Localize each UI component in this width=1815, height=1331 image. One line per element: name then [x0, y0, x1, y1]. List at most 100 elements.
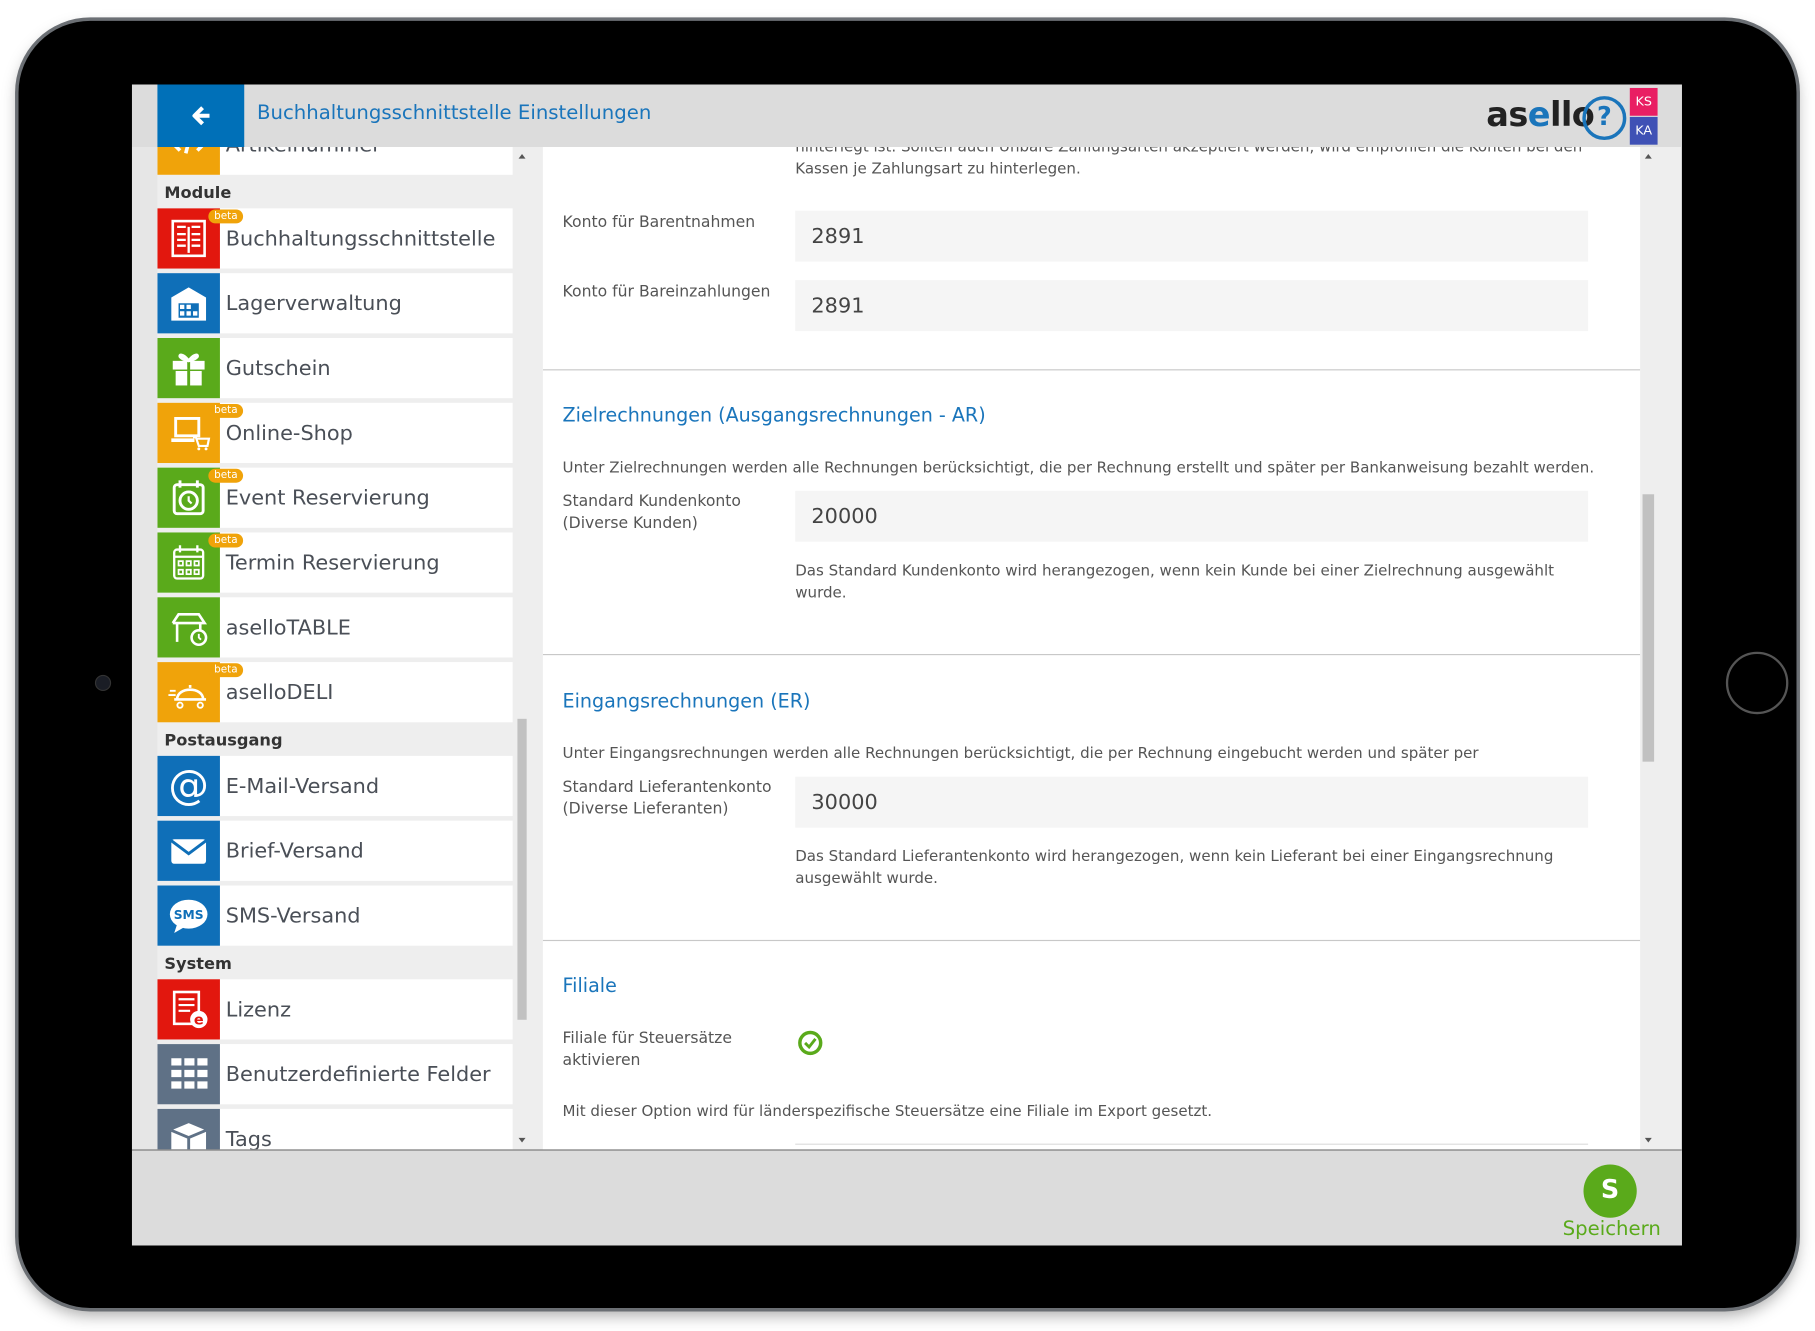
sidebar-item-lagerverwaltung[interactable]: Lagerverwaltung — [157, 273, 513, 334]
app-screen: Buchhaltungsschnittstelle Einstellungen … — [131, 84, 1682, 1246]
settings-content: hinterlegt ist. Sollten auch Unbare Zahl… — [542, 147, 1641, 1150]
barentnahmen-input[interactable] — [795, 210, 1589, 262]
question-circle-icon[interactable]: ? — [1582, 96, 1627, 141]
calendar-clock-icon — [157, 467, 220, 528]
divider — [542, 369, 1641, 371]
ar-description: Unter Zielrechnungen werden alle Rechnun… — [562, 459, 1595, 477]
sidebar-item-benutzerdefinierte-felder[interactable]: Benutzerdefinierte Felder — [157, 1044, 513, 1105]
svg-text:e: e — [194, 1013, 204, 1029]
divider — [542, 654, 1641, 656]
scroll-down-arrow[interactable] — [518, 1137, 526, 1143]
sidebar-item-label: aselloTABLE — [225, 615, 351, 640]
sidebar-item-label: Gutschein — [225, 355, 331, 381]
lieferantenkonto-help: Das Standard Lieferantenkonto wird heran… — [795, 848, 1554, 888]
save-button[interactable]: S — [1583, 1164, 1637, 1218]
sidebar-item-artikelnummer[interactable]: Artikelnummer — [157, 147, 513, 175]
sidebar-item-termin-reservierung[interactable]: Termin Reservierung beta — [157, 532, 513, 593]
kundenkonto-input[interactable] — [795, 490, 1589, 542]
scroll-down-arrow[interactable] — [1644, 1137, 1652, 1143]
camera — [94, 674, 112, 692]
check-circle-icon[interactable] — [798, 1030, 823, 1056]
app-header: Buchhaltungsschnittstelle Einstellungen … — [131, 84, 1682, 148]
ar-heading: Zielrechnungen (Ausgangsrechnungen - AR) — [562, 403, 986, 426]
bareinzahlungen-label: Konto für Bareinzahlungen — [562, 282, 771, 301]
beta-badge: beta — [208, 403, 244, 418]
sidebar-item-label: Lizenz — [225, 997, 292, 1022]
grid-icon — [157, 1044, 220, 1105]
kundenkonto-help: Das Standard Kundenkonto wird herangezog… — [795, 562, 1555, 602]
scroll-up-arrow[interactable] — [1644, 153, 1652, 159]
kundenkonto-label: Standard Kundenkonto (Diverse Kunden) — [562, 491, 741, 533]
sidebar-item-brief-versand[interactable]: Brief-Versand — [157, 820, 513, 881]
sidebar-item-label: Termin Reservierung — [225, 550, 440, 575]
er-heading: Eingangsrechnungen (ER) — [562, 689, 811, 712]
beta-badge: beta — [208, 663, 244, 678]
lieferantenkonto-label: Standard Lieferantenkonto (Diverse Liefe… — [562, 777, 772, 819]
sidebar-section-header: System — [164, 954, 232, 974]
sidebar-item-event-reservierung[interactable]: Event Reservierung beta — [157, 467, 513, 528]
svg-text:@: @ — [168, 763, 208, 809]
filiale-label: Filiale für Steuersätze aktivieren — [562, 1029, 733, 1070]
divider — [542, 939, 1641, 942]
beta-badge: beta — [208, 209, 244, 224]
filiale-heading: Filiale — [562, 974, 617, 997]
sidebar-item-label: Brief-Versand — [225, 838, 364, 863]
sidebar-item-label: Tags — [225, 1126, 272, 1150]
sms-bubble-icon: SMS — [157, 885, 220, 946]
back-button[interactable] — [157, 84, 245, 148]
sidebar-item-label: E-Mail-Versand — [225, 773, 380, 799]
sidebar-item-asellotable[interactable]: aselloTABLE — [157, 597, 513, 658]
beta-badge: beta — [208, 533, 244, 548]
sidebar-collapse-strip[interactable]: </ — [131, 147, 158, 1169]
warehouse-icon — [157, 273, 220, 334]
home-button[interactable] — [1725, 651, 1789, 715]
lieferantenkonto-input[interactable] — [795, 776, 1589, 828]
sidebar-item-label: Online-Shop — [225, 420, 353, 446]
sidebar-item-online-shop[interactable]: Online-Shop beta — [157, 402, 513, 464]
user-badge-ka[interactable]: KA — [1629, 116, 1658, 145]
footer-bar: S Speichern — [131, 1149, 1682, 1246]
content-scroll-thumb[interactable] — [1642, 494, 1655, 762]
envelope-icon — [157, 820, 220, 881]
barentnahmen-label: Konto für Barentnahmen — [562, 212, 756, 232]
sidebar-section-header: Postausgang — [164, 731, 283, 751]
sidebar-item-buchhaltungsschnittstelle[interactable]: Buchhaltungsschnittstelle beta — [157, 208, 513, 269]
sidebar-item-gutschein[interactable]: Gutschein — [157, 337, 513, 399]
sidebar-item-label: SMS-Versand — [225, 903, 361, 928]
laptop-cart-icon — [157, 402, 220, 464]
bareinzahlungen-input[interactable] — [795, 280, 1589, 332]
arrow-left-icon — [191, 106, 209, 126]
er-description: Unter Eingangsrechnungen werden alle Rec… — [562, 745, 1479, 763]
table-clock-icon — [157, 597, 220, 658]
save-label[interactable]: Speichern — [1562, 1217, 1661, 1241]
filiale-description: Mit dieser Option wird für länderspezifi… — [562, 1103, 1213, 1121]
sidebar-item-sms-versand[interactable]: SMS SMS-Versand — [157, 885, 513, 946]
gift-icon — [157, 337, 220, 399]
sidebar-scrollbar[interactable] — [515, 147, 529, 1150]
code-icon — [157, 147, 220, 175]
content-scrollbar[interactable] — [1640, 147, 1657, 1150]
sidebar: Artikelnummer Module Buchhaltungsschnittst… — [157, 147, 513, 1150]
sidebar-item-asellodeli[interactable]: aselloDELI beta — [157, 662, 513, 723]
sidebar-item-e-mail-versand[interactable]: @ E-Mail-Versand — [157, 755, 513, 817]
sidebar-item-label: Lagerverwaltung — [225, 291, 402, 316]
svg-text:SMS: SMS — [174, 908, 204, 922]
sidebar-item-tags[interactable]: Tags — [157, 1108, 513, 1150]
asello-logo: asello — [1486, 94, 1595, 135]
sidebar-item-label: aselloDELI — [225, 680, 334, 705]
beta-badge: beta — [208, 468, 244, 483]
sidebar-item-label: Event Reservierung — [225, 485, 430, 510]
sidebar-item-lizenz[interactable]: e Lizenz — [157, 979, 513, 1040]
box-icon — [157, 1108, 220, 1150]
scroll-up-arrow[interactable] — [518, 153, 526, 159]
sidebar-item-label: Benutzerdefinierte Felder — [225, 1062, 491, 1087]
page-title: Buchhaltungsschnittstelle Einstellungen — [256, 101, 652, 126]
sidebar-section-header: Module — [164, 184, 232, 203]
sidebar-item-label: Artikelnummer — [226, 147, 381, 157]
calendar-icon — [157, 532, 220, 593]
at-icon: @ — [157, 755, 220, 817]
intro-text: hinterlegt ist. Sollten auch Unbare Zahl… — [795, 147, 1583, 179]
sidebar-item-label: Buchhaltungsschnittstelle — [225, 226, 496, 251]
user-badge-ks[interactable]: KS — [1629, 87, 1658, 116]
sidebar-scroll-thumb[interactable] — [517, 718, 527, 1020]
